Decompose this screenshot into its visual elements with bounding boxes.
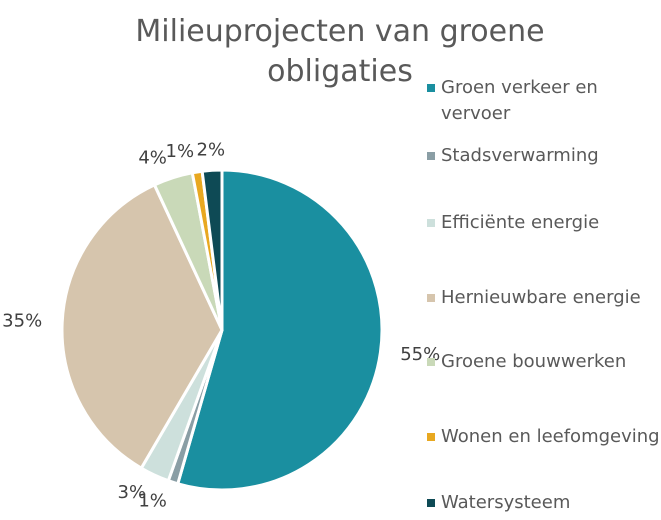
chart-title: Milieuprojecten van groene obligaties <box>135 14 545 89</box>
legend-item: Groen verkeer en vervoer <box>427 75 661 127</box>
data-label: 1% <box>166 141 195 162</box>
legend-swatch <box>427 84 435 92</box>
pie-slice <box>200 168 224 331</box>
legend-item: Watersysteem <box>427 490 661 516</box>
legend-label: Stadsverwarming <box>441 145 599 166</box>
data-label: 3% <box>118 482 147 503</box>
legend-label: Groene bouwwerken <box>441 351 627 372</box>
legend-label: Groen verkeer en vervoer <box>441 77 598 124</box>
data-label: 1% <box>138 490 167 511</box>
legend-item: Hernieuwbare energie <box>427 285 661 311</box>
legend-label: Hernieuwbare energie <box>441 287 641 308</box>
pie-slice <box>60 182 224 471</box>
legend-swatch <box>427 433 435 441</box>
legend-label: Wonen en leefomgeving <box>441 426 660 447</box>
legend-item: Stadsverwarming <box>427 143 661 169</box>
legend-swatch <box>427 358 435 366</box>
data-label: 2% <box>197 139 226 160</box>
legend-swatch <box>427 499 435 507</box>
legend-swatch <box>427 152 435 160</box>
legend-item: Groene bouwwerken <box>427 349 661 375</box>
legend-label: Efficiënte energie <box>441 212 600 233</box>
legend-item: Wonen en leefomgeving <box>427 424 661 450</box>
pie-slice <box>175 168 384 492</box>
legend-item: Efficiënte energie <box>427 210 661 236</box>
legend-label: Watersysteem <box>441 492 571 513</box>
legend-swatch <box>427 219 435 227</box>
data-label: 4% <box>138 148 167 169</box>
data-label: 35% <box>2 311 42 332</box>
legend-swatch <box>427 294 435 302</box>
